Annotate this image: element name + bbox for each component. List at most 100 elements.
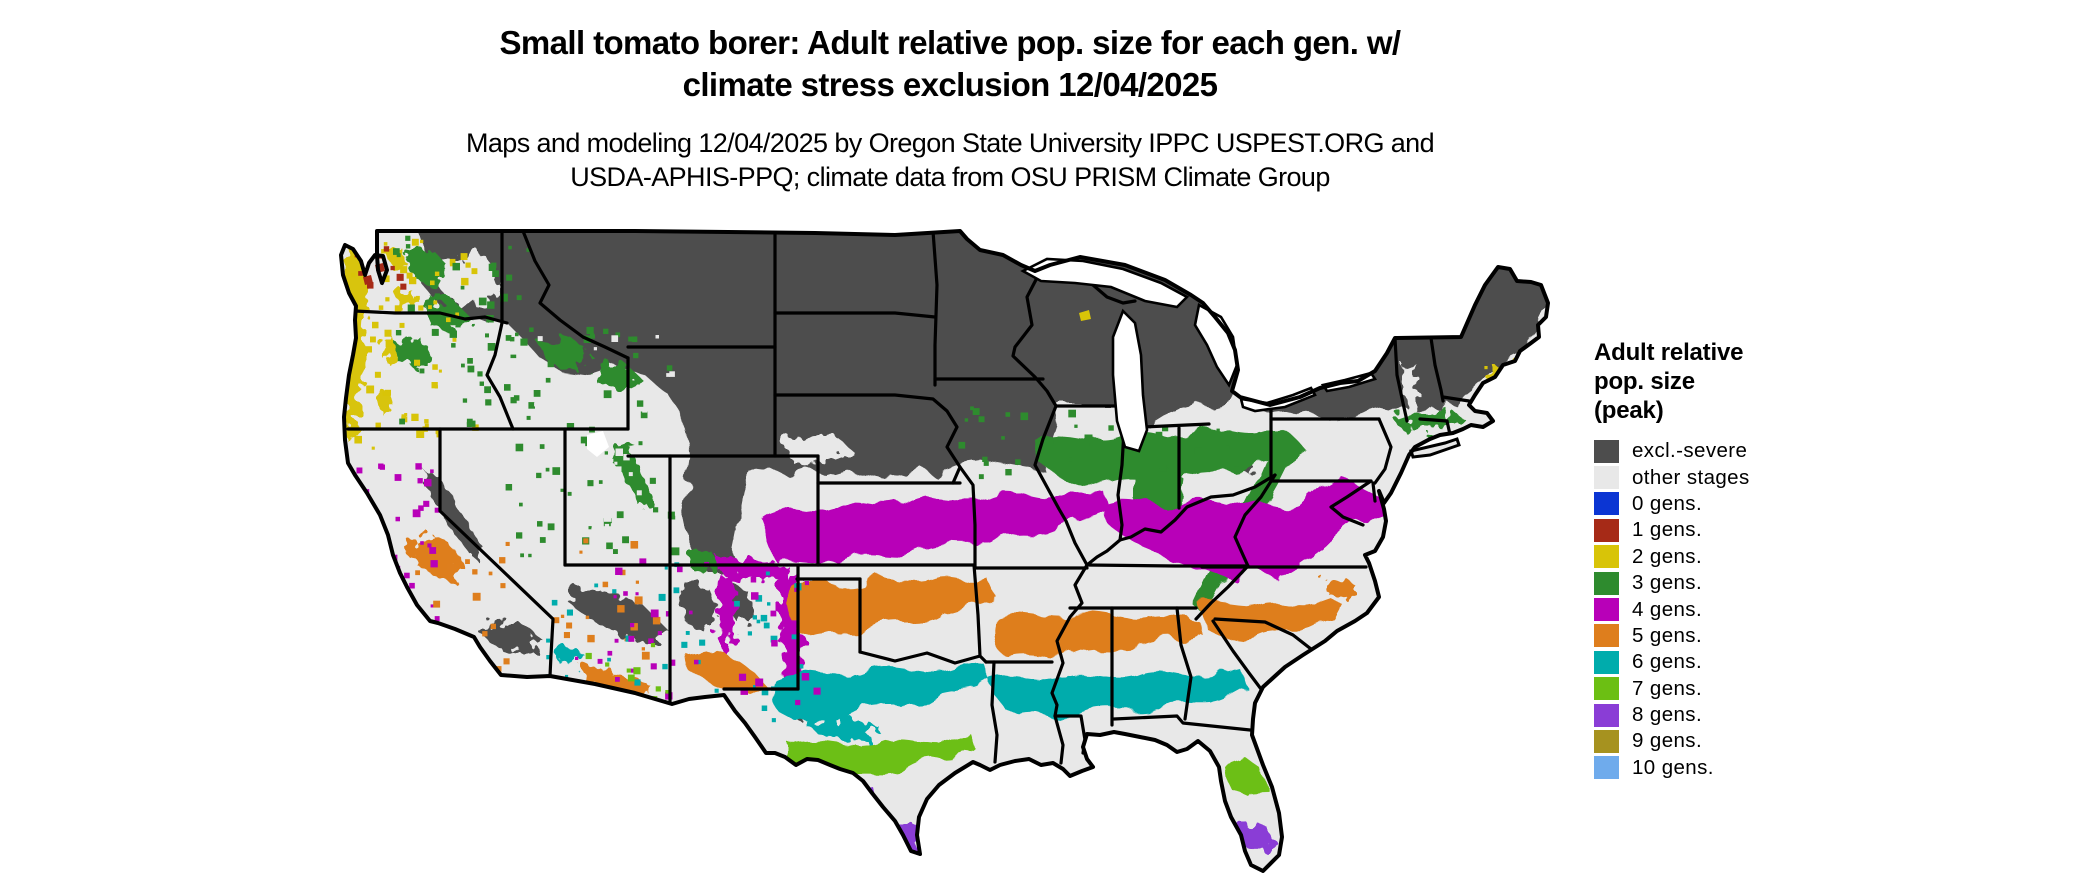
raster-speck — [662, 663, 668, 670]
raster-speck — [1216, 428, 1220, 432]
raster-speck — [585, 652, 592, 660]
raster-speck — [813, 687, 821, 695]
legend-item: 10 gens. — [1594, 755, 1954, 781]
raster-speck — [603, 328, 609, 334]
raster-speck — [383, 246, 390, 252]
map-layer-4-gens — [715, 475, 1383, 695]
raster-speck — [725, 716, 733, 725]
raster-speck — [510, 347, 517, 355]
raster-speck — [360, 669, 369, 677]
raster-speck — [447, 299, 455, 307]
map-legend: Adult relative pop. size (peak) excl.-se… — [1594, 338, 1954, 781]
raster-speck — [431, 382, 438, 389]
raster-speck — [1533, 368, 1539, 374]
raster-speck — [505, 541, 510, 546]
raster-speck — [424, 423, 429, 428]
raster-speck — [752, 615, 757, 620]
raster-speck — [1225, 445, 1230, 450]
raster-speck — [411, 238, 419, 246]
legend-color-swatch — [1594, 703, 1619, 727]
raster-speck — [553, 699, 561, 707]
raster-speck — [490, 623, 496, 630]
raster-speck — [1015, 459, 1021, 465]
raster-speck — [761, 705, 768, 711]
raster-speck — [375, 532, 380, 537]
raster-speck — [602, 581, 609, 588]
raster-speck — [1089, 438, 1098, 446]
raster-speck — [1194, 447, 1202, 455]
raster-speck — [964, 418, 969, 422]
great-lakes — [587, 257, 1378, 457]
raster-speck — [385, 389, 391, 396]
raster-speck — [1518, 369, 1523, 375]
raster-speck — [409, 582, 415, 589]
raster-speck — [526, 415, 531, 420]
raster-speck — [473, 654, 480, 660]
legend-color-swatch — [1594, 466, 1619, 490]
raster-speck — [407, 304, 415, 312]
raster-speck — [1199, 427, 1206, 433]
raster-speck — [400, 283, 407, 290]
raster-speck — [633, 352, 639, 359]
raster-speck — [587, 480, 594, 487]
raster-speck — [627, 674, 635, 682]
raster-speck — [504, 384, 511, 391]
raster-speck — [685, 715, 691, 722]
raster-speck — [628, 635, 635, 642]
raster-speck — [429, 547, 437, 554]
legend-item-label: 4 gens. — [1632, 597, 1703, 621]
lake-michigan — [1111, 308, 1149, 453]
raster-speck — [521, 470, 528, 477]
raster-speck — [771, 718, 776, 723]
raster-speck — [1068, 409, 1076, 418]
raster-speck — [763, 566, 769, 571]
raster-speck — [424, 362, 428, 366]
raster-speck — [612, 710, 617, 715]
raster-speck — [551, 599, 558, 606]
legend-color-swatch — [1594, 598, 1619, 622]
raster-speck — [640, 705, 645, 710]
raster-speck — [423, 500, 430, 507]
raster-speck — [579, 460, 587, 468]
raster-speck — [383, 242, 388, 246]
raster-speck — [1123, 470, 1130, 476]
raster-speck — [650, 609, 659, 618]
us-map-container — [335, 225, 1555, 885]
raster-speck — [616, 540, 622, 546]
raster-speck — [653, 507, 659, 513]
raster-speck — [374, 371, 381, 378]
raster-speck — [373, 621, 379, 627]
raster-speck — [734, 600, 740, 607]
legend-color-swatch — [1594, 439, 1619, 463]
raster-speck — [579, 550, 583, 554]
raster-speck — [405, 656, 410, 661]
raster-speck — [528, 402, 535, 409]
raster-speck — [487, 301, 495, 309]
raster-speck — [393, 248, 400, 255]
raster-speck — [671, 547, 680, 556]
raster-speck — [354, 435, 362, 444]
raster-speck — [1155, 431, 1163, 439]
raster-speck — [604, 451, 608, 455]
raster-speck — [366, 385, 375, 394]
legend-item-label: 7 gens. — [1632, 676, 1703, 700]
raster-speck — [390, 265, 395, 271]
legend-item-label: 6 gens. — [1632, 650, 1703, 674]
raster-speck — [435, 429, 441, 435]
raster-speck — [617, 605, 625, 613]
raster-speck — [585, 697, 589, 702]
legend-item-label: 1 gens. — [1632, 518, 1703, 542]
raster-speck — [580, 436, 588, 444]
raster-speck — [550, 537, 558, 546]
raster-speck — [536, 472, 542, 479]
legend-item: 8 gens. — [1594, 702, 1954, 728]
legend-item: 0 gens. — [1594, 491, 1954, 517]
raster-speck — [615, 567, 623, 575]
raster-speck — [487, 682, 494, 690]
lake-erie — [1239, 386, 1317, 413]
raster-speck — [433, 300, 438, 305]
raster-speck — [790, 713, 796, 718]
raster-speck — [982, 456, 988, 462]
raster-speck — [516, 532, 523, 539]
raster-speck — [661, 466, 666, 472]
